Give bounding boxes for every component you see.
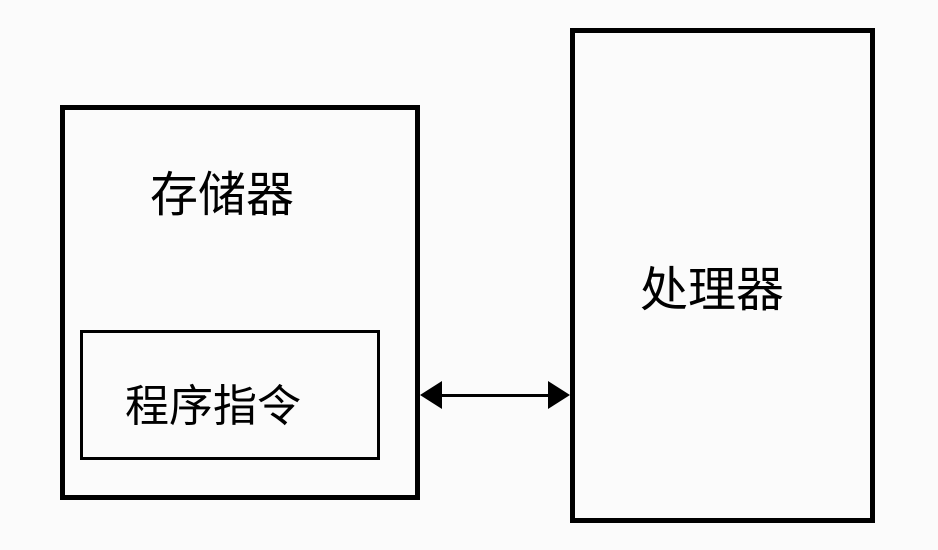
program-instruction-label: 程序指令: [125, 370, 301, 434]
processor-label: 处理器: [640, 250, 784, 320]
memory-label: 存储器: [150, 155, 294, 225]
arrow-head-right-icon: [548, 381, 570, 409]
arrow-line: [441, 394, 548, 397]
memory-processor-arrow: [420, 381, 570, 409]
arrow-head-left-icon: [420, 381, 442, 409]
